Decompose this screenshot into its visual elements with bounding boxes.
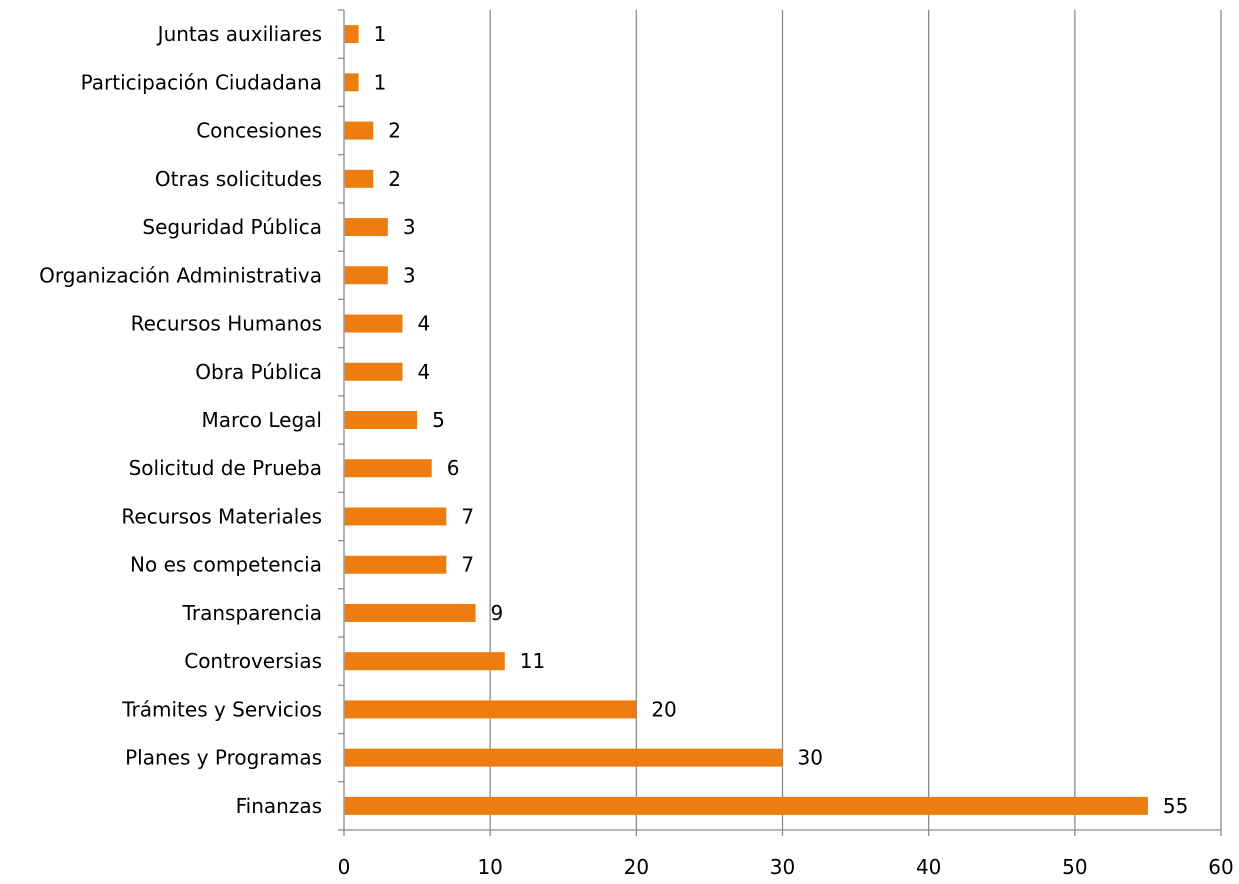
category-label: Juntas auxiliares: [156, 22, 322, 46]
x-tick-label: 60: [1208, 855, 1233, 879]
category-labels: Juntas auxiliares Participación Ciudadana…: [39, 22, 322, 818]
bar: [344, 459, 432, 478]
category-label: Controversias: [184, 649, 322, 673]
data-label: 11: [520, 649, 545, 673]
data-label: 7: [461, 504, 474, 528]
data-label: 9: [491, 601, 504, 625]
x-tick-label: 10: [477, 855, 502, 879]
bar: [344, 652, 505, 671]
bar: [344, 218, 388, 237]
data-label: 55: [1163, 794, 1188, 818]
bar: [344, 266, 388, 285]
bar: [344, 362, 403, 381]
category-label: Planes y Programas: [125, 746, 322, 770]
category-label: Obra Pública: [195, 360, 322, 384]
category-label: Marco Legal: [202, 408, 323, 432]
category-label: Recursos Materiales: [121, 504, 322, 528]
data-label: 3: [403, 215, 416, 239]
category-label: Seguridad Pública: [142, 215, 322, 239]
data-label: 4: [417, 360, 430, 384]
category-label: Concesiones: [196, 119, 322, 143]
data-label: 1: [374, 70, 387, 94]
bar: [344, 73, 359, 92]
x-tick-labels: 0 10 20 30 40 50 60: [338, 855, 1234, 879]
data-label: 30: [798, 746, 823, 770]
category-label: Solicitud de Prueba: [129, 456, 322, 480]
bar: [344, 603, 476, 622]
data-label: 4: [417, 312, 430, 336]
data-label: 2: [388, 119, 401, 143]
bar: [344, 748, 783, 767]
bar: [344, 411, 418, 429]
x-tick-label: 40: [916, 855, 941, 879]
bar: [344, 796, 1148, 815]
x-tick-label: 30: [770, 855, 795, 879]
bar: [344, 700, 637, 719]
category-label: Participación Ciudadana: [81, 70, 322, 94]
bar: [344, 25, 359, 44]
data-label: 5: [432, 408, 445, 432]
bar: [344, 507, 447, 526]
category-label: Finanzas: [236, 794, 322, 818]
bar: [344, 314, 403, 333]
data-label: 2: [388, 167, 401, 191]
gridlines: [489, 10, 1222, 830]
bar: [344, 121, 374, 140]
data-label: 20: [651, 697, 676, 721]
data-label: 6: [447, 456, 460, 480]
x-tick-label: 0: [338, 855, 351, 879]
category-label: Trámites y Servicios: [121, 697, 322, 721]
bar: [344, 555, 447, 574]
bar: [344, 169, 374, 188]
category-label: Otras solicitudes: [155, 167, 322, 191]
category-label: Recursos Humanos: [131, 312, 322, 336]
data-label: 1: [374, 22, 387, 46]
bars: [344, 25, 1148, 815]
category-label: Transparencia: [182, 601, 322, 625]
axes: [338, 9, 1222, 836]
category-label: Organización Administrativa: [39, 263, 322, 287]
data-label: 3: [403, 263, 416, 287]
data-label: 7: [461, 553, 474, 577]
category-label: No es competencia: [130, 553, 322, 577]
x-tick-label: 50: [1062, 855, 1087, 879]
x-tick-label: 20: [624, 855, 649, 879]
